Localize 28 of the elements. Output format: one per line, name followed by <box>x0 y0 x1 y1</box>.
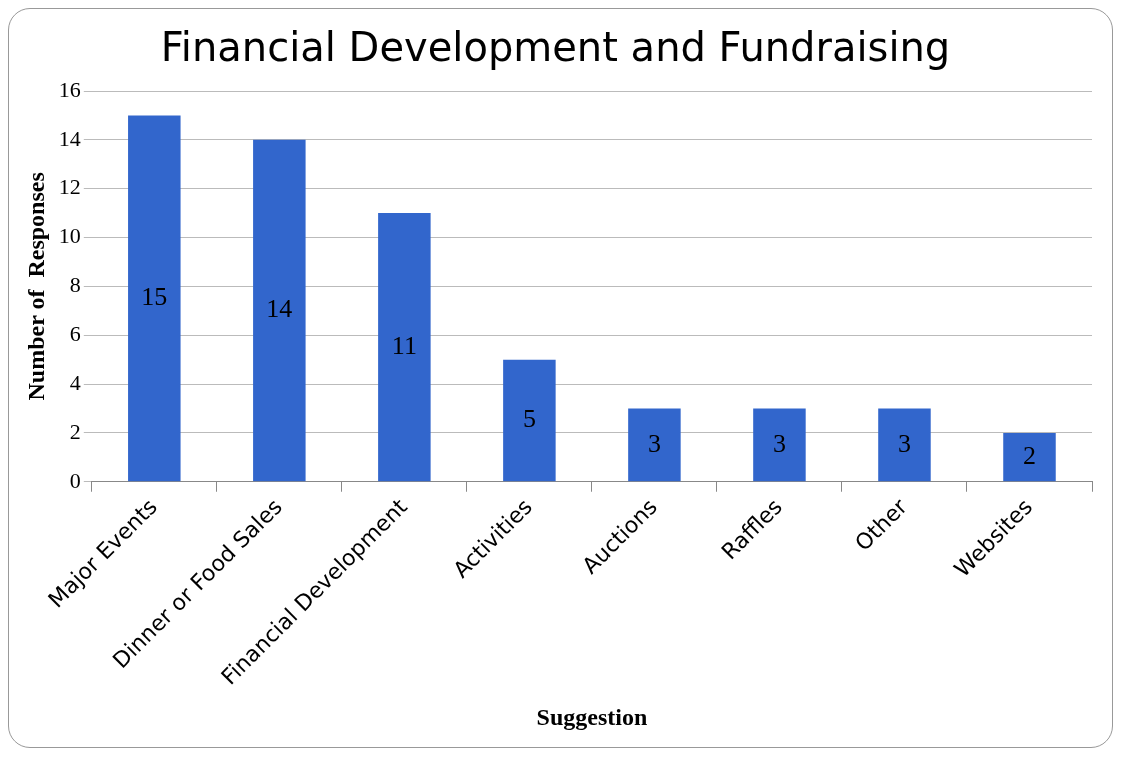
bar <box>1003 432 1056 482</box>
data-label: 2 <box>1022 440 1036 470</box>
bar <box>503 359 556 482</box>
x-axis-title: Suggestion <box>536 703 648 730</box>
data-label: 15 <box>141 282 168 312</box>
bar <box>753 408 806 482</box>
y-axis-title: Number of Responses <box>22 172 49 401</box>
data-label: 14 <box>266 294 293 324</box>
y-tick-label: 4 <box>69 369 81 395</box>
bar <box>253 139 306 482</box>
y-tick-label: 12 <box>58 174 81 200</box>
bar <box>628 408 681 482</box>
y-tick-label: 6 <box>69 321 81 346</box>
y-tick-label: 8 <box>69 272 81 298</box>
y-tick-label: 16 <box>58 76 81 102</box>
chart-title: Financial Development and Fundraising <box>160 24 951 71</box>
y-tick-label: 2 <box>69 418 81 444</box>
y-tick-label: 10 <box>58 223 81 249</box>
data-label: 11 <box>391 331 417 360</box>
data-label: 3 <box>647 428 661 458</box>
bar <box>128 115 181 482</box>
data-label: 5 <box>522 404 536 434</box>
bar <box>378 213 431 482</box>
data-label: 3 <box>772 428 786 458</box>
y-tick-label: 0 <box>69 467 81 493</box>
data-label: 3 <box>897 428 911 458</box>
y-tick-label: 14 <box>58 125 81 151</box>
bar <box>878 408 931 482</box>
